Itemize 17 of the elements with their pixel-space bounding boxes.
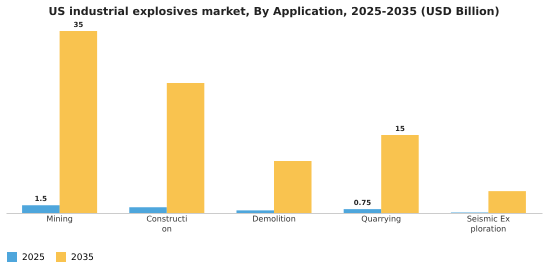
bar [22, 205, 60, 213]
bar [60, 31, 98, 213]
bar [129, 207, 167, 213]
x-tick-label: Construction [146, 214, 188, 234]
bar [381, 135, 419, 213]
bar [344, 209, 382, 213]
x-tick-label: Demolition [252, 214, 296, 224]
x-tick-label: Mining [46, 214, 73, 224]
chart-title: US industrial explosives market, By Application, 2025-2035 (USD Billion) [48, 5, 500, 18]
legend-label: 2025 [22, 253, 45, 263]
bar [236, 210, 274, 213]
legend-label: 2035 [71, 253, 94, 263]
x-tick-label: Quarrying [361, 214, 402, 224]
bar [166, 83, 204, 213]
bar [274, 161, 312, 213]
x-tick-label: Seismic Exploration [466, 214, 510, 234]
bar [488, 191, 526, 213]
